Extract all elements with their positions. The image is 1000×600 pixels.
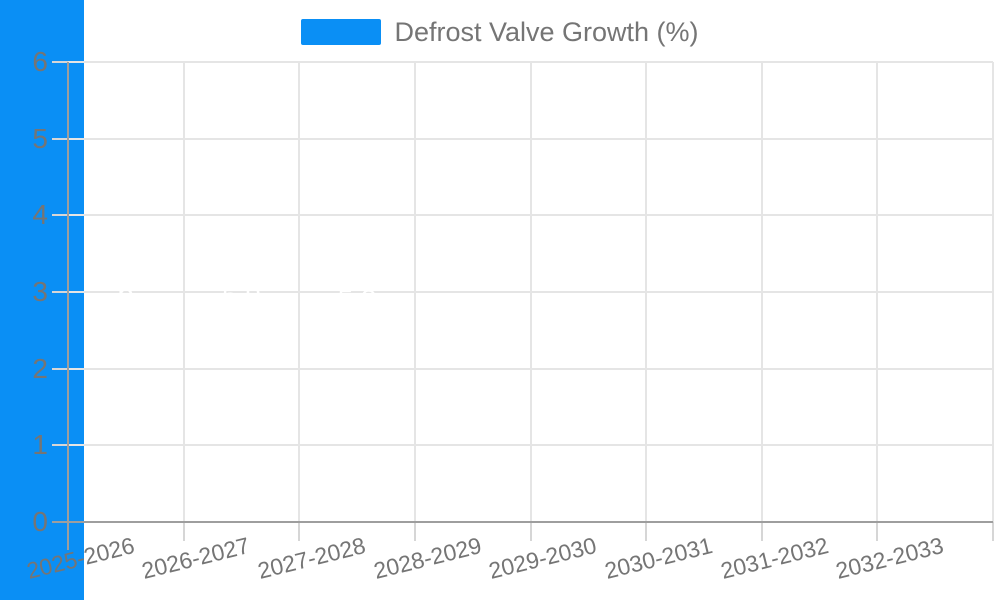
- y-axis-tick: [52, 444, 68, 447]
- y-axis-tick-label: 1: [32, 429, 48, 461]
- bar-value-label: 5.8: [337, 283, 377, 315]
- bar-value-label: 5.5: [684, 295, 724, 327]
- v-gridline: [413, 62, 416, 522]
- y-axis-tick-label: 0: [32, 506, 48, 537]
- v-gridline: [760, 62, 763, 522]
- bar-value-label: 5.9: [221, 279, 261, 311]
- v-gridline: [298, 62, 301, 522]
- y-axis-tick: [52, 367, 68, 370]
- y-axis-tick-label: 6: [32, 46, 48, 77]
- y-axis-tick: [52, 214, 68, 217]
- v-gridline: [529, 62, 532, 522]
- x-axis-tick: [760, 522, 763, 541]
- y-axis-tick: [52, 291, 68, 293]
- bar-value-label: 5.7: [453, 287, 493, 319]
- bar[interactable]: [0, 0, 84, 460]
- bar-value-label: 6: [118, 276, 134, 307]
- bar-value-label: 5.3: [915, 302, 955, 334]
- x-axis-tick: [182, 522, 185, 541]
- x-axis-tick-label: 2031-2032: [717, 532, 831, 584]
- y-axis-line: [67, 62, 69, 550]
- v-gridline: [645, 62, 648, 522]
- x-axis-line: [52, 521, 993, 523]
- x-axis-tick: [529, 522, 532, 541]
- x-axis-tick-label: 2029-2030: [486, 532, 600, 584]
- bar-value-label: 5.6: [568, 291, 608, 323]
- v-gridline: [182, 62, 185, 522]
- v-gridline: [992, 62, 994, 522]
- x-axis-tick-label: 2027-2028: [255, 532, 369, 584]
- x-axis-tick: [413, 522, 416, 541]
- x-axis-tick-label: 2026-2027: [139, 532, 253, 584]
- y-axis-tick: [52, 137, 68, 140]
- x-axis-tick-label: 2030-2031: [601, 532, 716, 584]
- legend-item[interactable]: Defrost Valve Growth (%): [0, 17, 1000, 47]
- bar[interactable]: [0, 460, 84, 600]
- x-axis-tick-label: 2032-2033: [833, 532, 947, 584]
- x-axis-tick: [992, 522, 994, 541]
- y-axis-tick-label: 3: [32, 276, 48, 307]
- y-axis-tick: [52, 61, 68, 63]
- legend-swatch: [301, 19, 382, 45]
- legend-label: Defrost Valve Growth (%): [394, 17, 699, 47]
- y-axis-tick-label: 4: [32, 199, 48, 231]
- y-axis-tick-label: 2: [32, 352, 48, 384]
- x-axis-tick: [645, 522, 648, 541]
- x-axis-tick: [876, 522, 879, 541]
- x-axis-tick-label: 2028-2029: [370, 532, 484, 584]
- v-gridline: [876, 62, 879, 522]
- x-axis-tick: [298, 522, 301, 541]
- bar-value-label: 5.4: [800, 299, 840, 330]
- y-axis-tick-label: 5: [32, 122, 48, 154]
